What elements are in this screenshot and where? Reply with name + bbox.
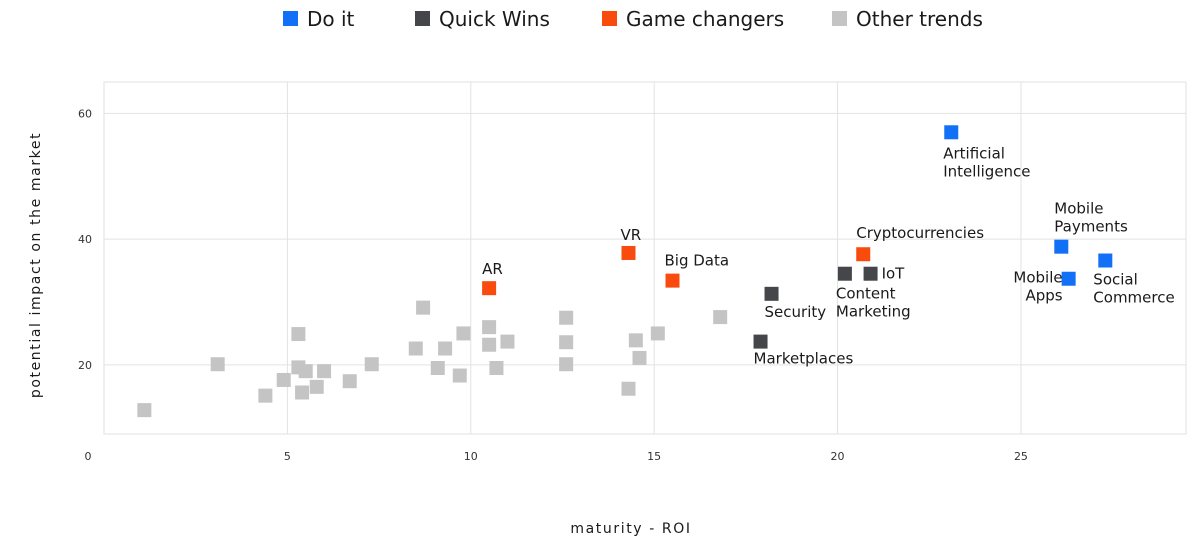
data-point xyxy=(665,273,680,288)
point-label: Security xyxy=(765,303,827,321)
data-point xyxy=(559,335,574,350)
x-tick-label: 20 xyxy=(831,450,845,463)
legend-swatch xyxy=(283,11,298,26)
data-point xyxy=(764,286,779,301)
data-point xyxy=(628,333,643,348)
point-label: AR xyxy=(482,260,503,278)
legend-entry: Other trends xyxy=(856,7,983,31)
point-label: VR xyxy=(620,226,641,244)
data-point xyxy=(713,310,728,325)
point-label: Content xyxy=(836,285,896,303)
data-point xyxy=(482,320,497,335)
data-point xyxy=(430,361,445,375)
data-point xyxy=(438,341,453,356)
data-point xyxy=(559,357,574,372)
point-label: Payments xyxy=(1054,218,1128,236)
data-point xyxy=(944,125,959,140)
data-point xyxy=(309,379,324,394)
data-point xyxy=(621,245,636,260)
legend-entry: Game changers xyxy=(626,7,784,31)
data-point xyxy=(298,364,313,379)
data-point xyxy=(364,357,379,372)
data-point xyxy=(650,326,665,341)
legend-entry: Quick Wins xyxy=(439,7,550,31)
data-point xyxy=(856,247,871,262)
data-point xyxy=(258,388,273,403)
point-label: Marketing xyxy=(836,303,911,321)
data-point xyxy=(1054,239,1069,254)
legend: Do it Quick Wins Game changers Other trends xyxy=(283,7,983,31)
data-point xyxy=(489,361,504,375)
data-point xyxy=(291,327,306,342)
y-tick-label: 40 xyxy=(78,233,92,246)
point-label: Artificial xyxy=(943,144,1005,162)
x-tick-label: 5 xyxy=(284,450,291,463)
data-point xyxy=(863,266,878,281)
series-do-it: ArtificialIntelligenceMobilePaymentsMobi… xyxy=(943,125,1175,307)
data-point xyxy=(632,350,647,365)
data-point xyxy=(137,403,152,418)
point-label: Cryptocurrencies xyxy=(856,224,984,242)
plot-frame xyxy=(103,81,1187,435)
legend-swatch xyxy=(832,11,847,26)
data-point xyxy=(295,385,310,400)
data-point xyxy=(342,374,357,389)
data-point xyxy=(416,300,431,315)
legend-entry: Do it xyxy=(307,7,355,31)
point-label: IoT xyxy=(882,265,906,283)
data-point xyxy=(456,326,471,341)
series-game-changers: AR VR Big Data Cryptocurrencies xyxy=(482,224,984,296)
data-point xyxy=(276,372,291,387)
data-point xyxy=(621,381,636,396)
point-label: Marketplaces xyxy=(754,350,854,368)
x-tick-label: 25 xyxy=(1014,450,1028,463)
y-tick-label: 20 xyxy=(78,359,92,372)
data-point xyxy=(482,281,497,296)
legend-swatch xyxy=(602,11,617,26)
point-label: Big Data xyxy=(665,252,730,270)
point-label: Mobile xyxy=(1013,269,1062,287)
data-point xyxy=(482,337,497,352)
data-point xyxy=(753,334,768,349)
data-point xyxy=(559,310,574,325)
data-point xyxy=(408,341,423,356)
data-point xyxy=(1098,253,1113,268)
y-tick-label: 60 xyxy=(78,107,92,120)
point-label: Apps xyxy=(1026,287,1063,305)
data-point xyxy=(500,334,515,349)
data-point xyxy=(317,364,332,379)
x-tick-label: 10 xyxy=(464,450,478,463)
data-point xyxy=(1061,271,1076,286)
point-label: Mobile xyxy=(1054,200,1103,218)
data-point xyxy=(210,357,225,372)
point-label: Social xyxy=(1093,271,1137,289)
point-label: Intelligence xyxy=(943,162,1030,180)
series-other-trends xyxy=(137,300,728,418)
y-axis-label: potential impact on the market xyxy=(28,132,44,398)
x-tick-label: 15 xyxy=(647,450,661,463)
x-axis-label: maturity - ROI xyxy=(570,521,691,537)
data-point xyxy=(837,266,852,281)
origin-label: 0 xyxy=(85,450,92,463)
legend-swatch xyxy=(415,11,430,26)
point-label: Commerce xyxy=(1093,289,1174,307)
data-point xyxy=(452,368,467,383)
